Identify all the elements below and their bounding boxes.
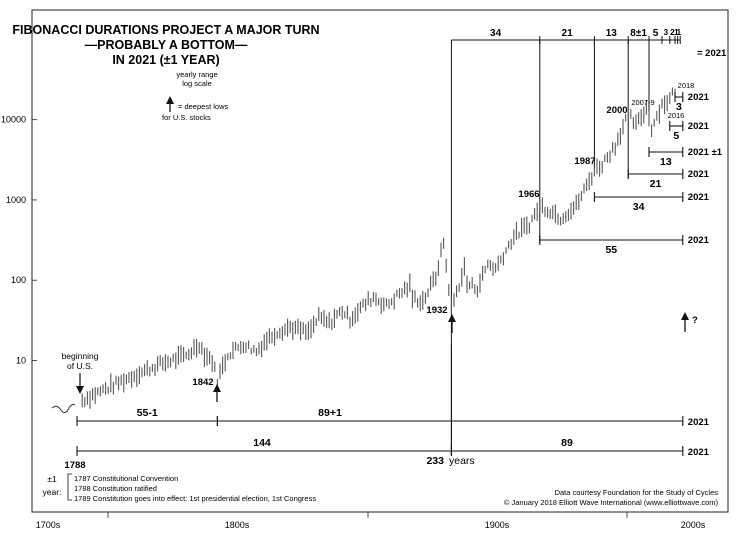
note-1789: 1789 Constitution goes into effect: 1st … [74, 494, 316, 503]
bottom-span-55-label: 55-1 [137, 407, 158, 419]
turn-label-2000: 2000 [606, 105, 627, 116]
turn-label-2016: 2016 [668, 111, 685, 120]
chart-title-line-2: —PROBABLY A BOTTOM— [85, 38, 248, 52]
top-span-label: 1 [674, 28, 679, 37]
chart-subtitle-line-1: yearly range [176, 70, 217, 79]
pm-one-label: ±1 [47, 474, 57, 484]
top-span-label: 2 [670, 28, 675, 37]
legend-text-line-2: for U.S. stocks [162, 113, 211, 122]
bottom-span-89b-label: 89 [561, 437, 573, 449]
right-span-label: 3 [676, 101, 682, 113]
chart-title-line-3: IN 2021 (±1 YEAR) [112, 53, 219, 67]
bottom-span-233-label: 233 [426, 455, 444, 467]
bottom-span-89a-end: 2021 [688, 417, 710, 428]
low-2021-arrow-icon [681, 312, 689, 332]
right-span-end-label: 2021 [688, 121, 710, 132]
note-1788: 1788 Constitution ratified [74, 484, 157, 493]
beginning-label-line-1: beginning [62, 351, 99, 361]
top-end-label: = 2021 [697, 48, 727, 59]
top-span-label: 21 [562, 28, 574, 39]
cycle-vertical-lines [450, 40, 650, 455]
credit-line-2: © January 2018 Elliott Wave Internationa… [504, 498, 719, 507]
start-year-label: 1788 [64, 460, 85, 471]
legend-text-line-1: = deepest lows [178, 102, 228, 111]
plot-frame [31, 9, 729, 513]
bottom-span-233-unit: years [449, 455, 475, 467]
right-span-label: 55 [605, 244, 617, 256]
right-span-end-label: 2021 ±1 [688, 147, 723, 158]
y-tick-label: 10000 [1, 115, 26, 125]
notes-block: ±1 year: 1787 Constitutional Convention … [43, 473, 316, 503]
turn-label-1932: 1932 [426, 305, 447, 316]
top-span-label: 13 [606, 28, 618, 39]
bottom-span-89b-end: 2021 [688, 447, 710, 458]
x-tick-label: 1700s [36, 520, 61, 530]
bottom-span-89a-label: 89+1 [318, 407, 342, 419]
turn-label-1987: 1987 [574, 156, 595, 167]
right-span-end-label: 2021 [688, 169, 710, 180]
y-tick-label: 1000 [6, 195, 26, 205]
turn-label-1966: 1966 [518, 189, 539, 200]
turn-label-2018: 2018 [678, 81, 695, 90]
chart-subtitle-line-2: log scale [182, 79, 212, 88]
y-tick-label: 10 [16, 355, 26, 365]
turn-labels: 1842 1932 1966 1987 2000 2007-9 2016 2018 [192, 81, 694, 388]
x-axis: 1700s 1800s 1900s 2000s [36, 512, 706, 530]
turn-label-1842: 1842 [192, 377, 213, 388]
y-tick-label: 100 [11, 275, 26, 285]
chart-title-line-1: FIBONACCI DURATIONS PROJECT A MAJOR TURN [12, 23, 319, 37]
beginning-arrow-icon [76, 373, 84, 394]
note-1787: 1787 Constitutional Convention [74, 474, 178, 483]
legend: = deepest lows for U.S. stocks [162, 96, 228, 122]
top-span-label: 5 [653, 28, 659, 39]
top-span-label: 8±1 [630, 28, 647, 39]
top-span-label: 1 [677, 28, 682, 37]
deepest-low-markers: ? [213, 312, 698, 402]
low-1842-arrow-icon [213, 384, 221, 402]
turn-label-2007-9: 2007-9 [631, 98, 654, 107]
x-tick-label: 1900s [485, 520, 510, 530]
right-span-end-label: 2021 [688, 92, 710, 103]
right-span-end-label: 2021 [688, 192, 710, 203]
y-axis: 10 100 1000 10000 [1, 115, 37, 365]
question-mark-label: ? [692, 315, 698, 326]
top-span-label: 34 [490, 28, 502, 39]
x-tick-label: 2000s [681, 520, 706, 530]
right-span-end-label: 2021 [688, 235, 710, 246]
pre-us-line [51, 403, 76, 414]
right-span-label: 21 [650, 178, 662, 190]
legend-arrow-icon [166, 96, 174, 112]
top-span-label: 3 [664, 28, 669, 37]
year-label: year: [43, 487, 62, 497]
yearly-range-bars [51, 87, 676, 414]
right-span-label: 5 [673, 130, 679, 142]
bottom-span-144-label: 144 [253, 437, 271, 449]
right-span-label: 34 [633, 201, 645, 213]
low-1932-arrow-icon [448, 314, 456, 333]
x-tick-label: 1800s [225, 520, 250, 530]
beginning-label-line-2: of U.S. [67, 361, 93, 371]
credit-line-1: Data courtesy Foundation for the Study o… [555, 488, 719, 497]
right-span-label: 13 [660, 156, 672, 168]
